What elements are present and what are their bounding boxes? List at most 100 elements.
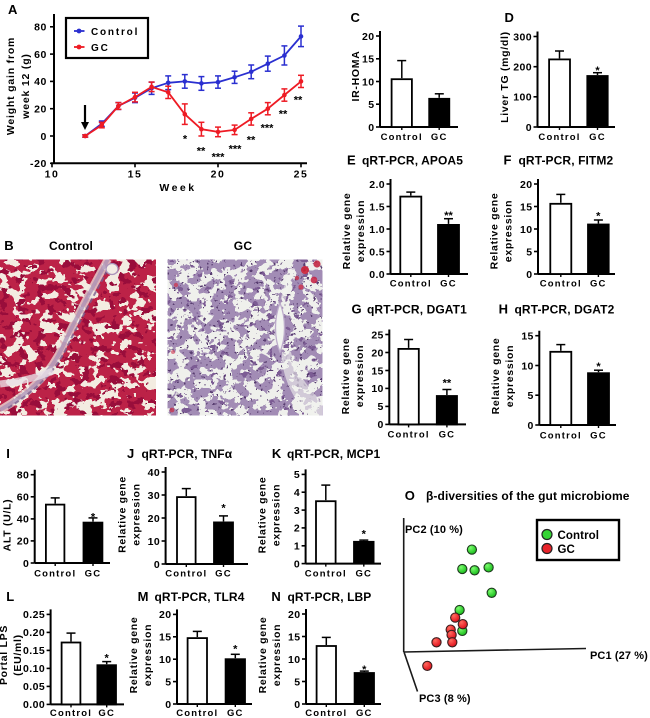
- svg-text:qRT-PCR, FITM2: qRT-PCR, FITM2: [519, 154, 614, 168]
- svg-text:***: ***: [229, 144, 243, 156]
- svg-text:0.5: 0.5: [369, 246, 385, 258]
- svg-text:1: 1: [294, 541, 300, 553]
- svg-text:80: 80: [34, 22, 47, 34]
- svg-text:60: 60: [34, 49, 47, 61]
- svg-text:0: 0: [528, 420, 534, 432]
- svg-text:Control: Control: [540, 279, 582, 290]
- svg-text:20: 20: [148, 513, 160, 525]
- svg-text:IR-HOMA: IR-HOMA: [350, 51, 362, 102]
- svg-text:0: 0: [41, 131, 47, 143]
- svg-text:Portal LPS: Portal LPS: [0, 625, 10, 685]
- svg-text:Relative gene: Relative gene: [340, 338, 352, 415]
- svg-text:0.15: 0.15: [23, 645, 45, 657]
- svg-text:GC: GC: [590, 279, 607, 290]
- svg-text:qRT-PCR, MCP1: qRT-PCR, MCP1: [287, 447, 381, 461]
- svg-text:Control: Control: [388, 430, 430, 441]
- svg-text:0: 0: [294, 558, 300, 570]
- svg-text:ALT (U/L): ALT (U/L): [2, 499, 14, 552]
- svg-text:300: 300: [513, 31, 532, 43]
- svg-text:GC: GC: [98, 708, 115, 718]
- svg-text:expression: expression: [271, 624, 283, 686]
- svg-text:10: 10: [159, 654, 171, 666]
- svg-text:PC3 (8 %): PC3 (8 %): [419, 693, 471, 705]
- svg-text:*: *: [596, 361, 601, 373]
- svg-text:0: 0: [526, 122, 532, 134]
- svg-text:**: **: [197, 146, 206, 158]
- svg-text:***: ***: [261, 123, 275, 135]
- svg-text:GC: GC: [215, 569, 232, 580]
- svg-text:PC2 (10 %): PC2 (10 %): [405, 524, 463, 536]
- svg-text:5: 5: [378, 401, 384, 413]
- svg-text:O: O: [405, 488, 415, 503]
- svg-text:Control: Control: [390, 279, 432, 290]
- svg-text:Relative gene: Relative gene: [489, 193, 501, 270]
- svg-text:*: *: [233, 644, 238, 656]
- svg-text:expression: expression: [271, 484, 283, 546]
- svg-text:25: 25: [294, 168, 309, 180]
- svg-text:GC: GC: [558, 544, 575, 556]
- svg-text:*: *: [596, 211, 601, 223]
- svg-text:5: 5: [526, 246, 532, 258]
- svg-text:0.05: 0.05: [23, 681, 45, 693]
- svg-text:5: 5: [368, 99, 374, 111]
- svg-text:Relative gene: Relative gene: [117, 476, 129, 553]
- svg-text:Relative gene: Relative gene: [341, 193, 353, 270]
- svg-text:expression: expression: [142, 624, 154, 686]
- svg-text:40: 40: [148, 467, 160, 479]
- svg-text:2: 2: [294, 523, 300, 535]
- svg-text:20: 20: [211, 168, 226, 180]
- svg-text:5: 5: [294, 676, 300, 688]
- svg-text:(EU/ml): (EU/ml): [12, 634, 24, 676]
- svg-text:qRT-PCR, DGAT2: qRT-PCR, DGAT2: [515, 303, 615, 317]
- svg-text:20: 20: [17, 536, 29, 548]
- svg-text:**: **: [247, 135, 256, 147]
- svg-text:Control: Control: [91, 27, 139, 38]
- svg-text:qRT-PCR, TLR4: qRT-PCR, TLR4: [155, 590, 245, 604]
- svg-text:Control: Control: [165, 569, 207, 580]
- svg-text:Control: Control: [34, 569, 76, 580]
- svg-text:0: 0: [368, 122, 374, 134]
- svg-text:10: 10: [371, 383, 383, 395]
- svg-text:0.10: 0.10: [23, 663, 45, 675]
- svg-text:25: 25: [371, 329, 383, 341]
- svg-text:expression: expression: [504, 345, 516, 407]
- svg-text:Control: Control: [558, 530, 600, 542]
- svg-text:Control: Control: [49, 239, 93, 253]
- svg-text:Control: Control: [305, 569, 347, 580]
- svg-text:Week: Week: [159, 182, 196, 194]
- svg-text:qRT-PCR, TNFα: qRT-PCR, TNFα: [142, 447, 233, 461]
- svg-text:-20: -20: [30, 158, 47, 170]
- svg-text:Relative gene: Relative gene: [490, 338, 502, 415]
- svg-text:0: 0: [23, 558, 29, 570]
- svg-text:qRT-PCR, APOA5: qRT-PCR, APOA5: [362, 154, 463, 168]
- svg-text:0: 0: [154, 559, 160, 571]
- svg-text:**: **: [443, 378, 452, 390]
- svg-text:E: E: [347, 153, 356, 168]
- svg-text:0.20: 0.20: [23, 627, 45, 639]
- svg-text:10: 10: [520, 224, 532, 236]
- svg-text:10: 10: [288, 654, 300, 666]
- svg-text:5: 5: [528, 390, 534, 402]
- svg-text:0: 0: [378, 419, 384, 431]
- svg-text:D: D: [505, 10, 514, 25]
- svg-text:G: G: [352, 302, 362, 317]
- svg-text:GC: GC: [234, 239, 253, 253]
- svg-text:15: 15: [520, 201, 532, 213]
- svg-text:15: 15: [128, 168, 143, 180]
- svg-text:F: F: [504, 153, 512, 168]
- svg-text:0: 0: [165, 699, 171, 711]
- svg-text:PC1 (27 %): PC1 (27 %): [590, 650, 648, 662]
- svg-text:15: 15: [521, 331, 533, 343]
- svg-text:5: 5: [165, 676, 171, 688]
- svg-text:0: 0: [526, 269, 532, 281]
- svg-text:100: 100: [513, 92, 532, 104]
- svg-text:GC: GC: [440, 279, 457, 290]
- svg-text:K: K: [272, 446, 282, 461]
- svg-text:J: J: [127, 446, 134, 461]
- svg-text:**: **: [294, 95, 303, 107]
- svg-text:60: 60: [17, 492, 29, 504]
- svg-text:0.25: 0.25: [23, 609, 45, 621]
- svg-text:expression: expression: [131, 483, 143, 545]
- svg-text:200: 200: [513, 62, 532, 74]
- svg-text:0.0: 0.0: [369, 269, 385, 281]
